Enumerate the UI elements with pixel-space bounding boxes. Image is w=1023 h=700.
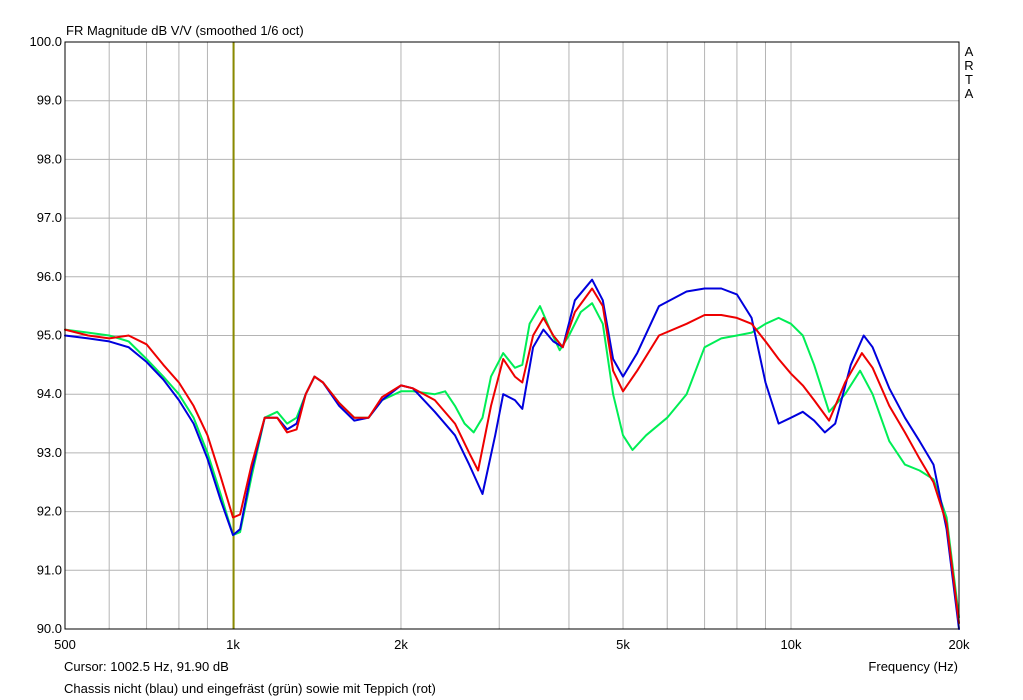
y-tick-label: 97.0 [37, 210, 62, 225]
side-label-letter: A [965, 86, 974, 101]
x-tick-label: 1k [226, 637, 240, 652]
x-tick-labels: 500 1k 2k 5k 10k 20k [54, 637, 970, 652]
y-tick-label: 96.0 [37, 269, 62, 284]
series-group [64, 278, 960, 630]
x-tick-label: 2k [394, 637, 408, 652]
grid-lines [65, 42, 959, 629]
side-label-letter: T [965, 72, 973, 87]
x-tick-label: 20k [949, 637, 970, 652]
y-tick-label: 90.0 [37, 621, 62, 636]
x-axis-label: Frequency (Hz) [868, 659, 958, 674]
side-label-letter: A [965, 44, 974, 59]
y-tick-label: 95.0 [37, 328, 62, 343]
y-tick-label: 93.0 [37, 445, 62, 460]
y-tick-labels: 100.0 99.0 98.0 97.0 96.0 95.0 94.0 93.0 92.0 91.… [29, 34, 62, 636]
series-line-3 [64, 287, 960, 625]
y-tick-label: 94.0 [37, 386, 62, 401]
y-tick-label: 98.0 [37, 151, 62, 166]
series-line-2 [64, 278, 960, 630]
side-label-letter: R [964, 58, 973, 73]
plot-frame [64, 41, 960, 630]
x-tick-label: 5k [616, 637, 630, 652]
x-tick-label: 500 [54, 637, 76, 652]
y-tick-label: 100.0 [29, 34, 62, 49]
chart-caption: Chassis nicht (blau) und eingefräst (grü… [64, 681, 436, 696]
x-tick-label: 10k [781, 637, 802, 652]
y-tick-label: 91.0 [37, 562, 62, 577]
y-tick-label: 99.0 [37, 93, 62, 108]
cursor-readout: Cursor: 1002.5 Hz, 91.90 dB [64, 659, 229, 674]
y-tick-label: 92.0 [37, 504, 62, 519]
chart-title: FR Magnitude dB V/V (smoothed 1/6 oct) [66, 23, 304, 38]
